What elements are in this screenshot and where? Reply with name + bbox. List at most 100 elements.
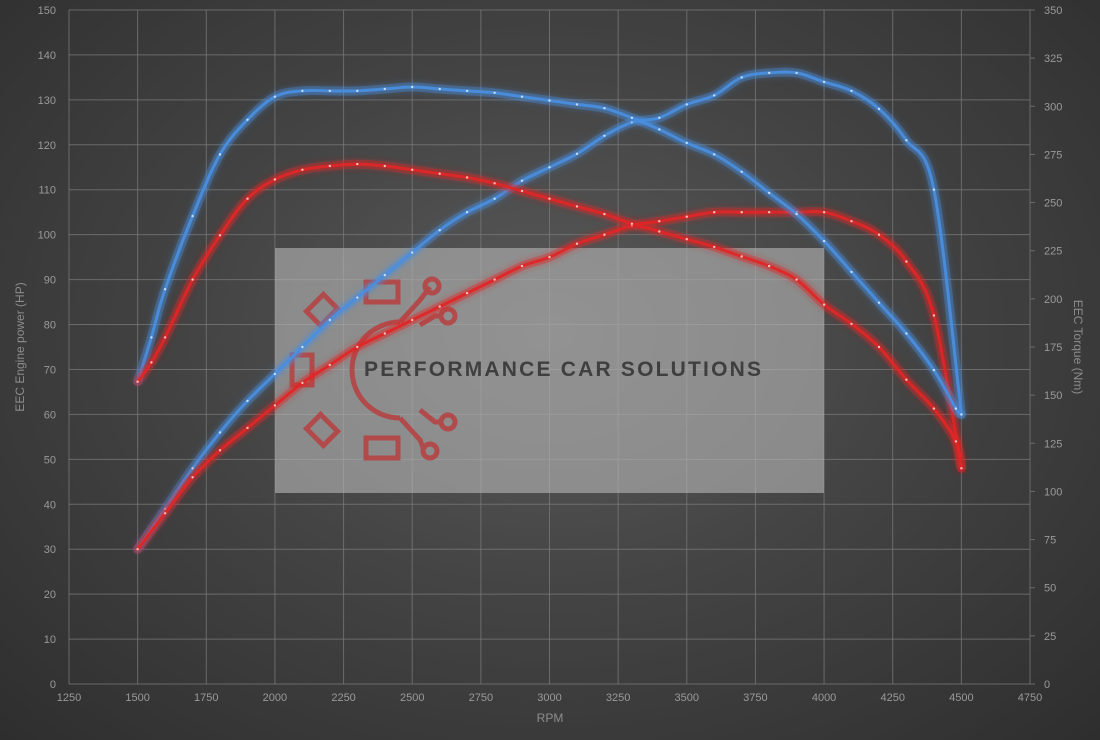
series-line: [136, 70, 963, 551]
series-point: [713, 94, 716, 97]
y2-tick-label: 25: [1044, 631, 1056, 643]
series-point: [932, 407, 936, 410]
x-tick-label: 2000: [263, 692, 287, 704]
series-point: [713, 245, 716, 249]
series-point: [795, 212, 798, 216]
series-point: [383, 164, 386, 168]
y2-tick-label: 275: [1044, 149, 1062, 161]
y-tick-label: 120: [38, 140, 56, 152]
series-point: [163, 512, 167, 515]
series-point: [520, 179, 524, 182]
series-point: [877, 107, 881, 111]
series-2: [133, 207, 966, 554]
series-point: [850, 270, 853, 274]
series-3: [133, 82, 966, 419]
series-point: [246, 426, 249, 430]
series-point: [905, 332, 908, 335]
series-point: [685, 238, 688, 241]
series-point: [575, 205, 579, 208]
x-tick-label: 1750: [194, 692, 218, 704]
series-point: [740, 211, 743, 214]
series-point: [850, 322, 853, 326]
y-tick-label: 90: [44, 275, 56, 287]
y2-tick-label: 200: [1044, 294, 1062, 306]
series-point: [218, 234, 222, 237]
series-point: [191, 467, 194, 470]
series-point: [685, 215, 688, 218]
series-point: [548, 166, 551, 169]
series-point: [768, 211, 771, 214]
series-point: [575, 242, 579, 245]
series-point: [520, 264, 524, 268]
y2-tick-label: 150: [1044, 390, 1062, 402]
y2-tick-label: 250: [1044, 198, 1062, 210]
series-point: [575, 103, 579, 106]
series-point: [136, 380, 139, 383]
gear-logo-icon: [289, 276, 458, 461]
x-tick-label: 3000: [537, 692, 561, 704]
series-point: [960, 467, 963, 470]
series-point: [603, 233, 606, 236]
series-point: [301, 345, 304, 349]
y-tick-label: 140: [38, 50, 56, 62]
series-point: [932, 188, 936, 191]
series-layer: [133, 67, 966, 554]
series-point: [548, 255, 551, 259]
series-point: [246, 118, 249, 122]
series-point: [411, 318, 414, 322]
series-point: [822, 80, 826, 84]
series-point: [438, 172, 441, 175]
series-point: [630, 222, 634, 225]
series-point: [905, 139, 908, 142]
series-point: [301, 168, 304, 171]
series-point: [575, 152, 579, 155]
y-tick-label: 110: [38, 185, 56, 197]
series-point: [603, 212, 606, 216]
series-point: [218, 449, 222, 452]
y2-tick-label: 350: [1044, 5, 1062, 17]
x-tick-label: 2250: [331, 692, 355, 704]
series-point: [163, 288, 167, 291]
watermark-text: PERFORMANCE CAR SOLUTIONS: [364, 358, 763, 381]
y-tick-label: 50: [44, 454, 56, 466]
series-point: [905, 378, 908, 381]
series-point: [465, 176, 469, 179]
x-tick-label: 1500: [125, 692, 149, 704]
series-point: [932, 368, 936, 372]
y-tick-label: 150: [38, 5, 56, 17]
x-tick-label: 1250: [57, 692, 81, 704]
series-point: [658, 220, 661, 223]
series-point: [658, 128, 661, 131]
series-point: [411, 168, 414, 171]
series-point: [960, 413, 963, 416]
y-tick-label: 40: [44, 499, 56, 511]
series-point: [768, 264, 771, 268]
x-axis-title: RPM: [537, 711, 564, 725]
x-tick-label: 2500: [400, 692, 424, 704]
y-tick-label: 80: [44, 320, 56, 332]
y2-tick-label: 125: [1044, 438, 1062, 450]
series-point: [356, 89, 359, 93]
series-point: [356, 296, 359, 299]
y-axis-title: EEC Engine power (HP): [13, 282, 27, 411]
series-point: [163, 336, 167, 339]
series-point: [273, 372, 277, 376]
series-point: [685, 141, 688, 145]
series-point: [356, 345, 359, 349]
series-point: [795, 278, 798, 281]
y2-tick-label: 175: [1044, 342, 1062, 354]
series-point: [328, 318, 331, 322]
series-point: [383, 332, 386, 335]
series-point: [328, 89, 331, 93]
series-point: [877, 301, 881, 304]
series-point: [465, 291, 469, 295]
y2-axis-title: EEC Torque (Nm): [1071, 300, 1085, 394]
tick-labels: 1250 1500 1750 2000 2250 2500 2750 3000 3250 3500…: [38, 5, 1063, 704]
series-point: [191, 476, 194, 479]
series-point: [603, 134, 606, 137]
series-point: [658, 230, 661, 233]
series-point: [273, 404, 277, 407]
series-point: [438, 305, 441, 308]
y2-tick-label: 300: [1044, 101, 1062, 113]
